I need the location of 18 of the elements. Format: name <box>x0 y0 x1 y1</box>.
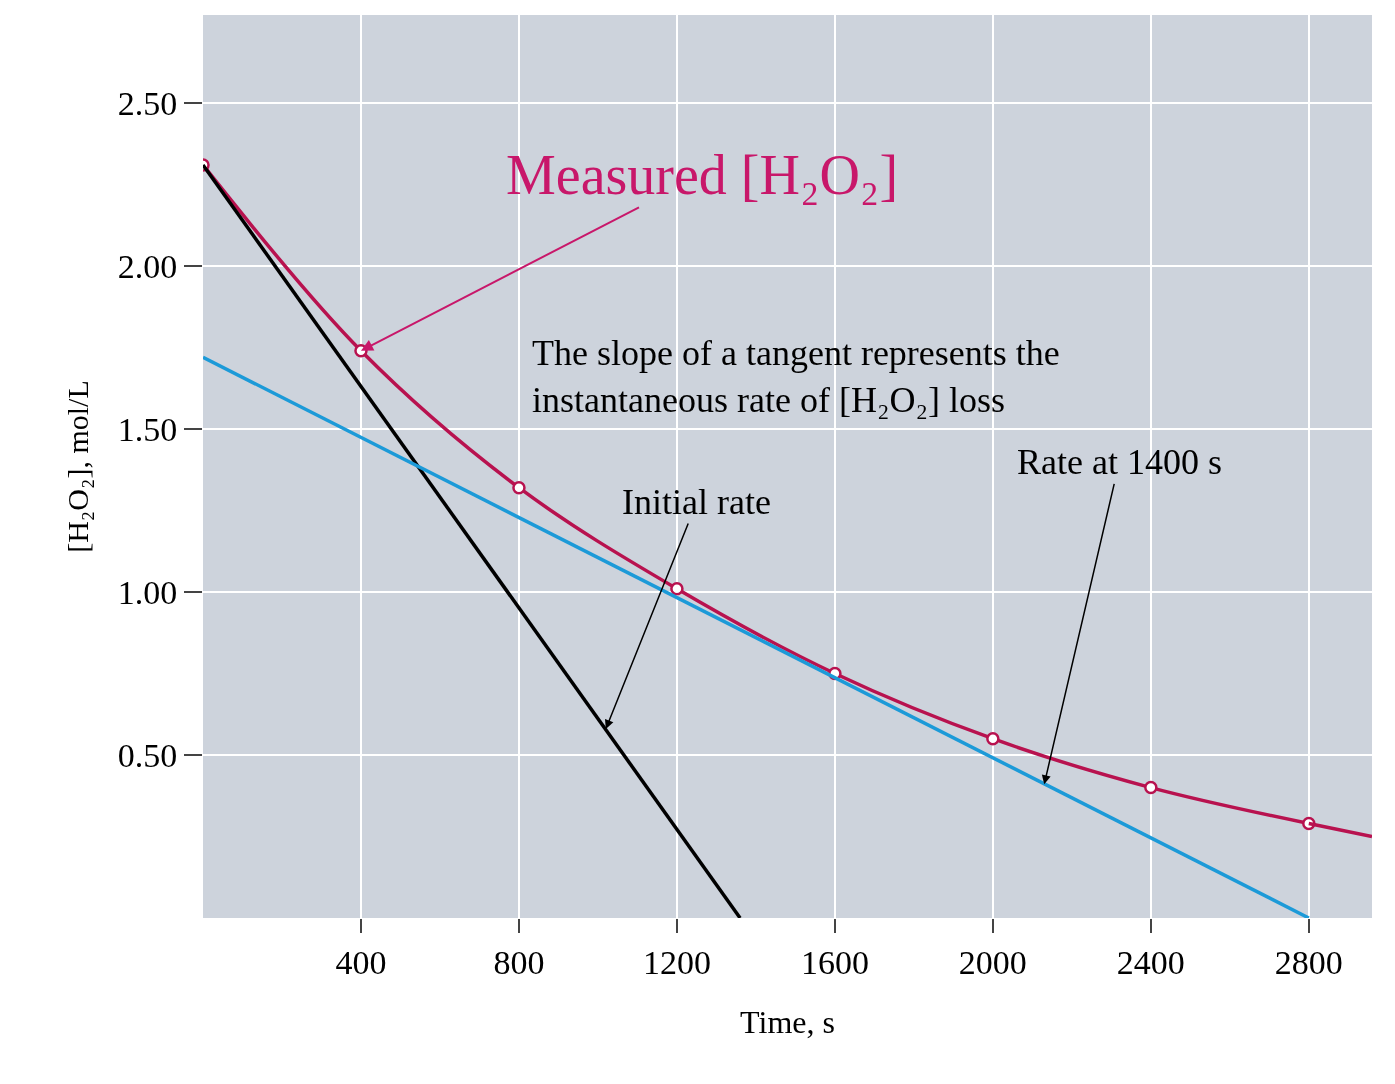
y-tick-label: 2.00 <box>117 247 178 285</box>
x-tick-label: 2800 <box>1274 943 1343 981</box>
x-tick-label: 400 <box>335 943 387 981</box>
annotation: Measured [H₂O₂] <box>506 144 899 206</box>
x-axis-title: Time, s <box>740 1003 835 1040</box>
x-tick-label: 1200 <box>642 943 711 981</box>
annotation: Rate at 1400 s <box>1017 442 1222 482</box>
y-tick-label: 0.50 <box>117 736 178 774</box>
y-tick-label: 1.50 <box>117 410 178 448</box>
y-axis-title: [H₂O₂], mol/L <box>60 380 94 553</box>
annotation: Initial rate <box>622 482 771 522</box>
x-tick-label: 2000 <box>958 943 1027 981</box>
y-tick-label: 1.00 <box>117 573 178 611</box>
x-tick-label: 1600 <box>800 943 869 981</box>
x-tick-label: 800 <box>493 943 545 981</box>
x-tick-label: 2400 <box>1116 943 1185 981</box>
y-tick-label: 2.50 <box>117 84 178 122</box>
annotation: The slope of a tangent represents the instantaneous rate of [H₂O₂] loss <box>532 333 1060 420</box>
